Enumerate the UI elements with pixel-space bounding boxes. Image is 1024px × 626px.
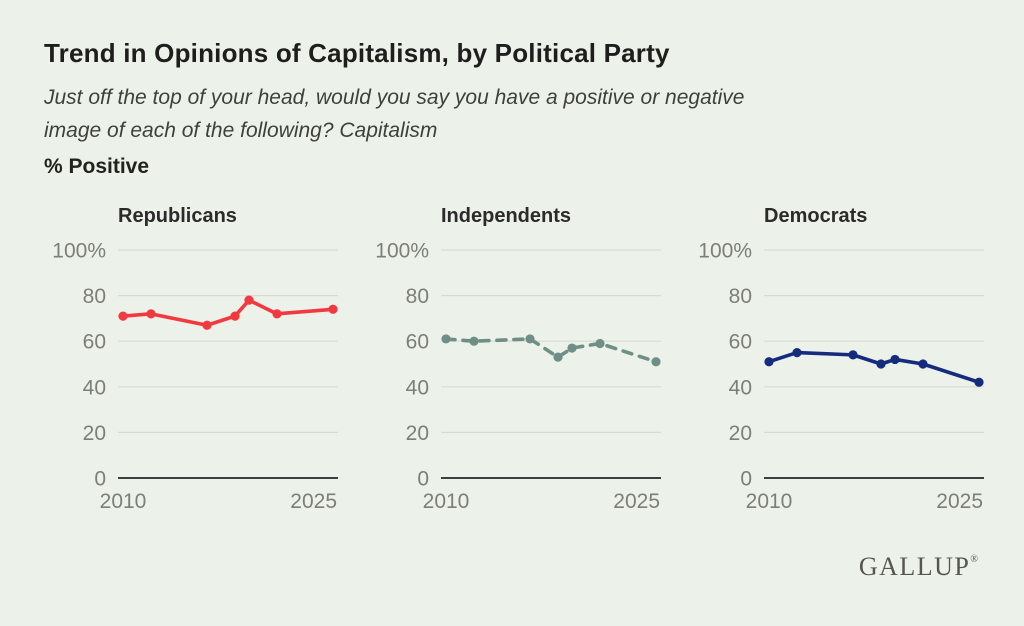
svg-text:0: 0 bbox=[94, 468, 106, 491]
svg-text:100%: 100% bbox=[52, 240, 106, 263]
svg-text:40: 40 bbox=[83, 376, 106, 399]
panel-republicans: Republicans 100% 80 60 40 20 0 2010 2025 bbox=[52, 205, 338, 520]
svg-text:20: 20 bbox=[406, 422, 429, 445]
gallup-chart-card: Trend in Opinions of Capitalism, by Poli… bbox=[0, 0, 1024, 581]
svg-text:80: 80 bbox=[406, 285, 429, 308]
svg-text:2025: 2025 bbox=[613, 490, 660, 513]
chart-header: Trend in Opinions of Capitalism, by Poli… bbox=[0, 0, 1024, 179]
svg-text:2010: 2010 bbox=[746, 490, 793, 513]
gallup-logo-text: GALLUP bbox=[858, 552, 971, 581]
chart-subtitle: Just off the top of your head, would you… bbox=[44, 81, 980, 147]
svg-text:60: 60 bbox=[83, 331, 106, 354]
svg-text:2010: 2010 bbox=[423, 490, 470, 513]
svg-text:0: 0 bbox=[417, 468, 429, 491]
line-chart-democrats: 100% 80 60 40 20 0 2010 2025 bbox=[698, 238, 984, 520]
panel-title-republicans: Republicans bbox=[118, 205, 237, 227]
svg-text:0: 0 bbox=[740, 468, 752, 491]
line-chart-independents: 100% 80 60 40 20 0 2010 2025 bbox=[375, 238, 661, 520]
panel-independents: Independents 100% 80 60 40 20 0 2010 2025 bbox=[375, 205, 661, 520]
registered-mark: ® bbox=[970, 554, 978, 565]
svg-text:100%: 100% bbox=[375, 240, 429, 263]
chart-title: Trend in Opinions of Capitalism, by Poli… bbox=[44, 38, 670, 68]
svg-text:2010: 2010 bbox=[100, 490, 147, 513]
chart-subtitle-line-2: image of each of the following? Capitali… bbox=[44, 119, 438, 142]
measure-label: % Positive bbox=[44, 155, 150, 178]
line-chart-republicans: 100% 80 60 40 20 0 2010 2025 bbox=[52, 238, 338, 520]
svg-text:20: 20 bbox=[83, 422, 106, 445]
panel-title-independents: Independents bbox=[441, 205, 572, 227]
svg-text:60: 60 bbox=[729, 331, 752, 354]
panel-democrats: Democrats 100% 80 60 40 20 0 2010 2025 bbox=[698, 205, 984, 520]
svg-text:20: 20 bbox=[729, 422, 752, 445]
svg-text:40: 40 bbox=[729, 376, 752, 399]
svg-text:80: 80 bbox=[729, 285, 752, 308]
chart-subtitle-line-1: Just off the top of your head, would you… bbox=[44, 86, 745, 109]
svg-text:40: 40 bbox=[406, 376, 429, 399]
svg-text:2025: 2025 bbox=[936, 490, 983, 513]
svg-text:60: 60 bbox=[406, 331, 429, 354]
panel-title-democrats: Democrats bbox=[764, 205, 868, 227]
chart-panels-row: Republicans 100% 80 60 40 20 0 2010 2025 Indepe… bbox=[0, 205, 1024, 520]
svg-text:2025: 2025 bbox=[290, 490, 337, 513]
svg-text:80: 80 bbox=[83, 285, 106, 308]
svg-text:100%: 100% bbox=[698, 240, 752, 263]
gallup-logo: GALLUP® bbox=[859, 552, 978, 582]
